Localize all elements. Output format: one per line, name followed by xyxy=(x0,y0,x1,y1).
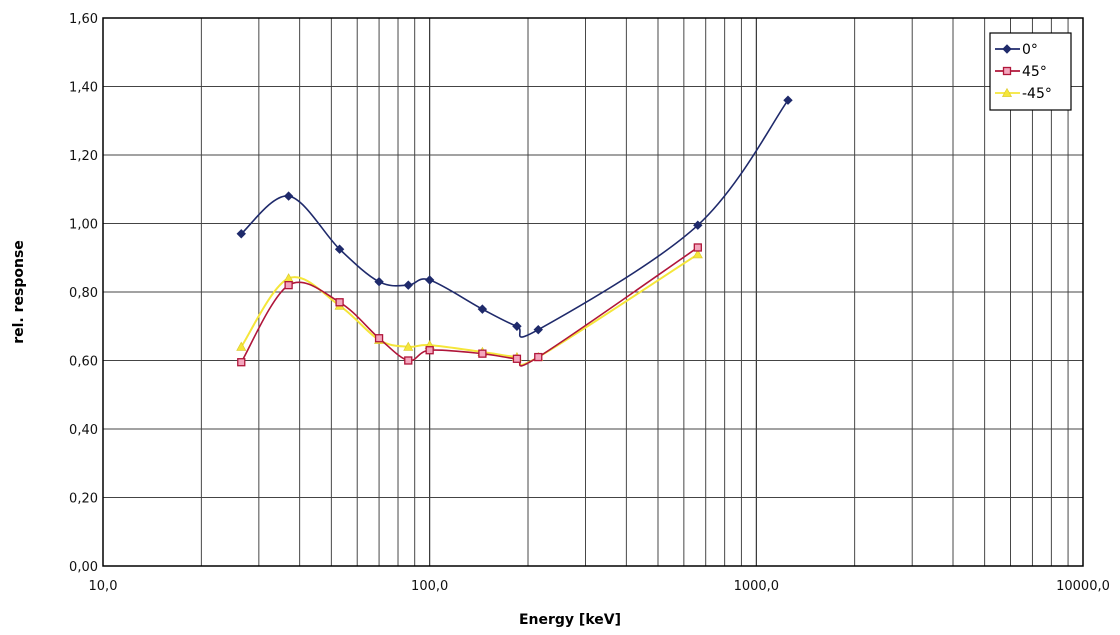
legend-marker xyxy=(1001,87,1013,97)
data-point xyxy=(534,352,543,362)
y-tick-label: 0,80 xyxy=(69,286,98,301)
data-point xyxy=(236,229,246,239)
legend-marker xyxy=(1002,44,1012,54)
data-point xyxy=(512,321,522,331)
grid xyxy=(103,18,1083,566)
series-minus-45deg xyxy=(236,249,703,366)
data-point xyxy=(403,280,413,290)
series-line-minus-45deg xyxy=(240,253,699,366)
y-tick-label: 1,40 xyxy=(69,81,98,96)
data-point xyxy=(284,280,293,290)
x-tick-label: 100,0 xyxy=(411,579,448,594)
data-point xyxy=(334,244,345,254)
data-point xyxy=(425,346,434,355)
y-axis-label: rel. response xyxy=(11,240,27,344)
series-45deg xyxy=(237,243,702,367)
data-point xyxy=(403,341,414,351)
data-point xyxy=(236,341,247,351)
legend: 0° 45° -45° xyxy=(989,32,1072,111)
x-axis-label: Energy [keV] xyxy=(519,612,621,628)
x-tick-label: 10000,0 xyxy=(1056,579,1110,594)
data-point xyxy=(374,277,384,287)
x-tick-label: 10,0 xyxy=(89,579,118,594)
tick-labels: 0,00 0,20 0,40 0,60 0,80 1,00 1,20 1,40 1,60 10,0… xyxy=(69,12,1110,594)
legend-item: -45° xyxy=(995,86,1052,102)
data-point xyxy=(693,220,703,230)
legend-label: -45° xyxy=(1022,86,1052,102)
legend-item: 45° xyxy=(995,64,1047,80)
data-point xyxy=(283,191,294,201)
series-line-45deg xyxy=(240,246,699,367)
data-point xyxy=(374,334,384,343)
data-point xyxy=(404,356,413,365)
series-line-0deg xyxy=(240,99,789,338)
data-point xyxy=(533,324,543,335)
series-0deg xyxy=(236,95,793,338)
y-tick-label: 1,00 xyxy=(69,218,98,233)
y-tick-label: 0,20 xyxy=(69,492,98,507)
data-point xyxy=(477,304,488,314)
data-point xyxy=(424,275,435,285)
y-tick-label: 1,20 xyxy=(69,149,98,164)
data-point xyxy=(335,298,344,307)
data-point xyxy=(478,349,487,358)
legend-label: 45° xyxy=(1022,64,1047,80)
legend-label: 0° xyxy=(1022,42,1038,58)
legend-item: 0° xyxy=(995,42,1038,58)
y-tick-label: 0,00 xyxy=(69,560,98,575)
y-tick-label: 1,60 xyxy=(69,12,98,27)
y-tick-label: 0,40 xyxy=(69,423,98,438)
plot-border xyxy=(102,17,1084,567)
data-point xyxy=(512,354,522,363)
data-point xyxy=(237,358,246,367)
data-point xyxy=(693,243,702,252)
legend-marker xyxy=(1002,66,1012,76)
y-tick-label: 0,60 xyxy=(69,355,98,370)
x-tick-label: 1000,0 xyxy=(734,579,780,594)
series-layer xyxy=(236,95,793,367)
data-point xyxy=(692,249,703,259)
data-point xyxy=(783,95,793,105)
